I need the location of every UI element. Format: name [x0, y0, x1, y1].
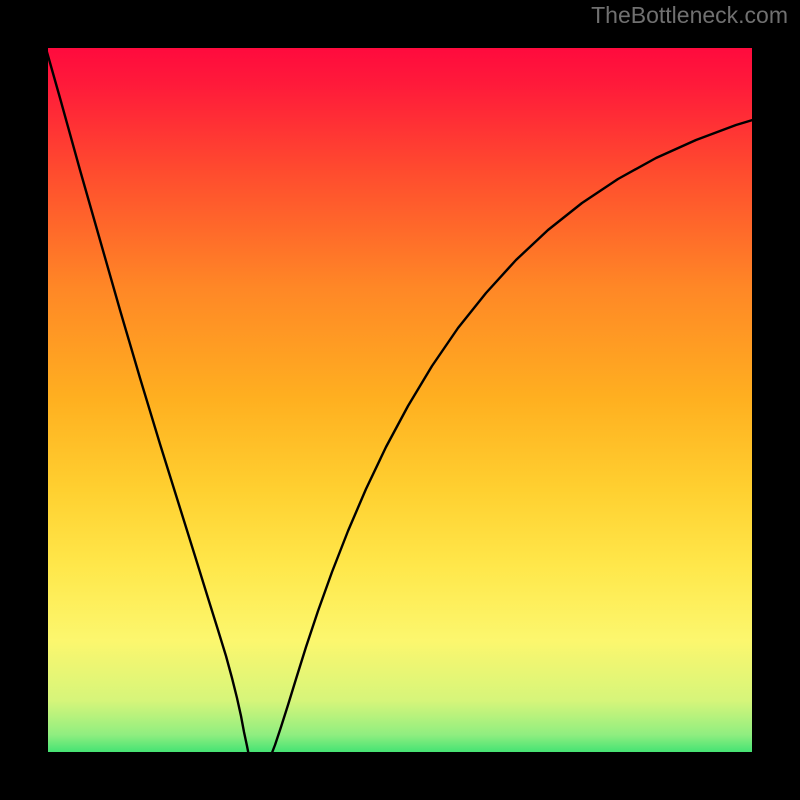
bottleneck-chart [0, 0, 800, 800]
chart-container: TheBottleneck.com [0, 0, 800, 800]
watermark-text: TheBottleneck.com [591, 2, 788, 29]
plot-background [24, 24, 776, 776]
